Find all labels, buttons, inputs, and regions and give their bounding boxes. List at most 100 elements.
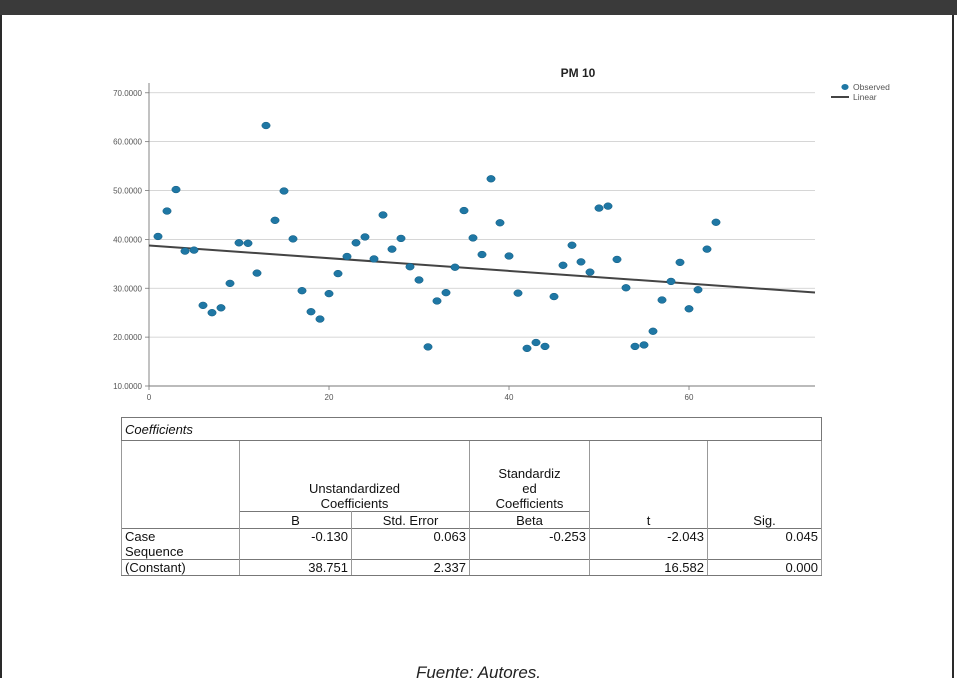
data-point [702,245,712,253]
data-point [207,309,217,317]
data-point [396,234,406,243]
data-point [531,338,541,347]
data-point [477,250,487,259]
row-label-line2: Sequence [125,544,184,559]
top-bar [0,0,957,15]
y-tick-label: 40.0000 [113,235,142,244]
data-point [378,211,388,219]
cell-b: -0.130 [239,528,352,560]
data-point [459,206,469,215]
data-point [576,258,586,266]
data-point [243,239,253,247]
legend-label: Observed [853,82,890,92]
cell-sig: 0.000 [706,559,823,576]
data-point [288,235,298,243]
axes [145,83,815,390]
t-header-space [589,440,708,512]
sig-header-space [706,440,823,512]
data-point [162,207,172,215]
row-label-header [121,440,240,512]
y-tick-label: 30.0000 [113,284,142,293]
coefficients-table: Coefficients Unstandardized Coefficients… [120,417,823,576]
row-label-line1: Case [125,529,156,544]
data-point [306,308,316,316]
data-point [333,269,343,278]
data-point [675,258,685,267]
legend-observed-marker [841,84,849,90]
scatter-chart: 10.0000 20.0000 30.0000 40.0000 50.0000 60.00… [113,66,890,402]
y-tick-label: 70.0000 [113,89,142,98]
data-point [441,289,451,297]
col-std-error: Std. Error [351,511,470,529]
unstandardized-header-line1: Unstandardized [308,481,401,496]
row-label-constant: (Constant) [121,559,240,576]
data-point [423,343,433,351]
data-point [261,121,271,130]
data-point [450,263,460,271]
data-point [711,218,721,226]
chart-title: PM 10 [561,66,596,80]
data-point [234,239,244,247]
data-point [369,255,379,263]
data-point [171,185,181,194]
cell-b: 38.751 [239,559,352,576]
data-point [405,263,415,271]
cell-beta: -0.253 [469,528,590,560]
data-point [540,342,550,351]
table-caption: Coefficients [120,417,823,441]
cell-beta [469,559,590,576]
data-point [513,289,523,297]
y-tick-label: 20.0000 [113,333,142,342]
data-point [414,276,424,284]
col-beta: Beta [469,511,590,529]
cell-sig: 0.045 [706,528,823,560]
data-point [585,268,595,276]
unstandardized-header: Unstandardized Coefficients [239,440,470,512]
cell-t: -2.043 [589,528,708,560]
standardized-header: Standardiz ed Coefficients [469,440,590,512]
data-point [666,277,676,286]
y-tick-label: 10.0000 [113,382,142,391]
data-point [612,255,622,264]
data-point [270,216,280,224]
grid-lines [149,92,815,338]
data-point [567,241,577,249]
data-point [621,284,631,292]
linear-fit-line [148,244,816,294]
data-point [648,327,658,335]
data-point [657,296,667,304]
page-frame [0,15,954,678]
standardized-header-line3: Coefficients [495,496,564,511]
table-row: Case Sequence -0.130 0.063 -0.253 -2.043… [121,528,823,560]
data-point [297,287,307,295]
data-point [486,175,496,183]
cell-std-error: 2.337 [351,559,470,576]
data-point [252,269,262,277]
data-point [693,286,703,294]
caption-area: Fuente: Autores. [0,655,957,685]
data-point [351,239,361,247]
data-point [684,305,694,313]
linear-fit-layer [148,244,816,294]
data-point [495,219,505,227]
data-point [279,187,289,195]
data-point [522,344,532,353]
data-point [387,245,397,253]
data-point [216,304,226,312]
col-t: t [589,511,708,529]
data-point [594,204,604,212]
data-point [189,246,199,254]
y-tick-label: 50.0000 [113,187,142,196]
x-tick-label: 0 [147,393,152,402]
col-sig: Sig. [706,511,823,529]
standardized-header-line2: ed [522,481,537,496]
unstandardized-header-line2: Coefficients [320,496,389,511]
data-point [198,301,208,310]
data-point [315,315,325,323]
data-point [225,279,235,288]
x-tick-label: 60 [685,393,694,402]
data-point [360,233,370,241]
row-label-subheader [121,511,240,529]
data-point [549,292,559,301]
